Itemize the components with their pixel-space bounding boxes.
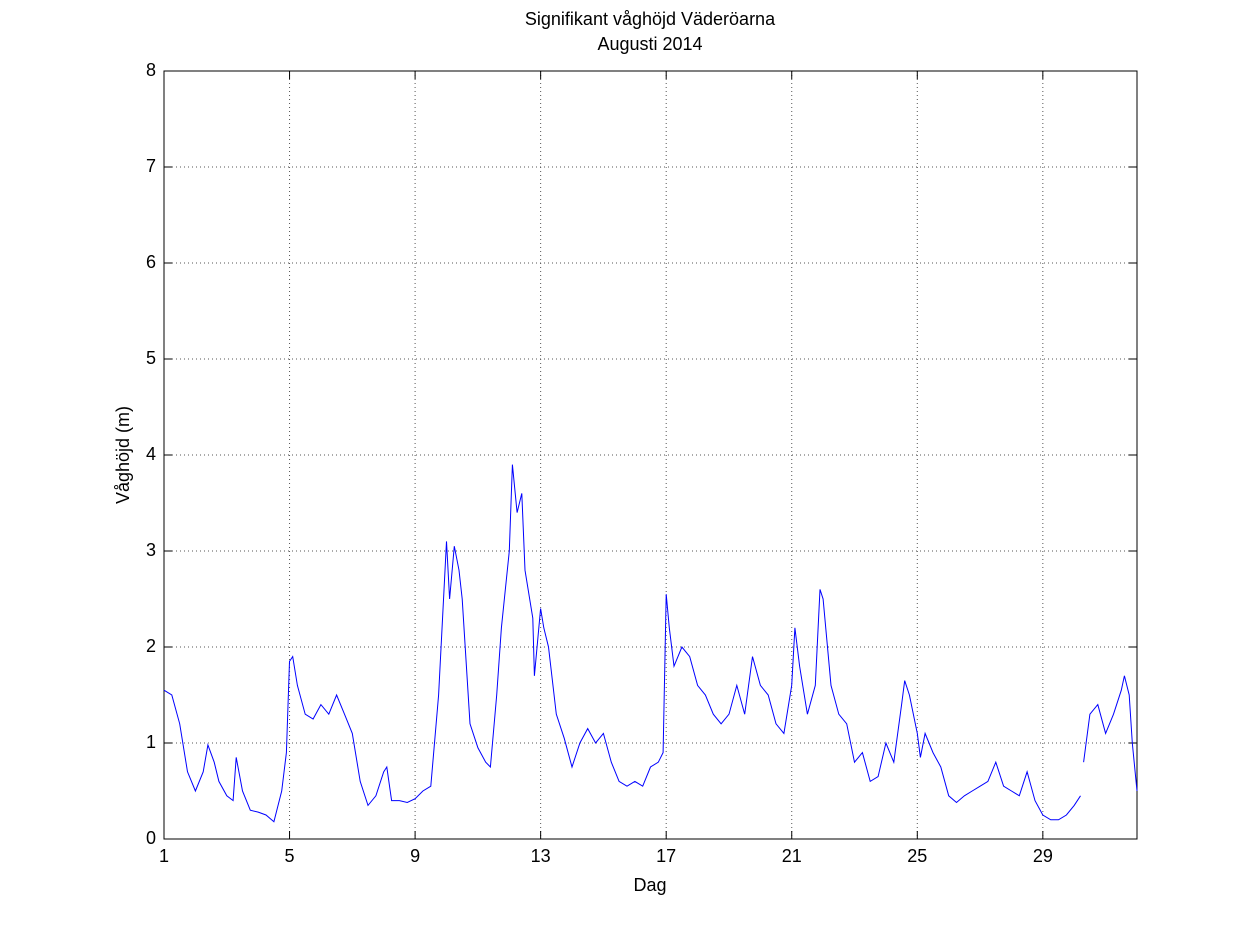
y-tick-label: 4 xyxy=(146,444,156,464)
x-axis-label: Dag xyxy=(633,875,666,895)
x-tick-label: 17 xyxy=(656,846,676,866)
x-tick-label: 21 xyxy=(782,846,802,866)
y-axis-label: Våghöjd (m) xyxy=(113,406,133,504)
y-tick-label: 0 xyxy=(146,828,156,848)
y-tick-label: 5 xyxy=(146,348,156,368)
x-tick-label: 25 xyxy=(907,846,927,866)
x-tick-label: 1 xyxy=(159,846,169,866)
x-tick-label: 5 xyxy=(285,846,295,866)
chart-subtitle: Augusti 2014 xyxy=(597,34,702,54)
y-tick-label: 2 xyxy=(146,636,156,656)
y-tick-label: 3 xyxy=(146,540,156,560)
y-tick-label: 1 xyxy=(146,732,156,752)
y-tick-label: 8 xyxy=(146,60,156,80)
x-tick-label: 13 xyxy=(531,846,551,866)
y-tick-label: 6 xyxy=(146,252,156,272)
chart-title: Signifikant våghöjd Väderöarna xyxy=(525,9,776,29)
x-tick-label: 9 xyxy=(410,846,420,866)
x-tick-label: 29 xyxy=(1033,846,1053,866)
y-tick-label: 7 xyxy=(146,156,156,176)
plot-frame xyxy=(163,70,1138,840)
data-line xyxy=(163,464,1138,823)
